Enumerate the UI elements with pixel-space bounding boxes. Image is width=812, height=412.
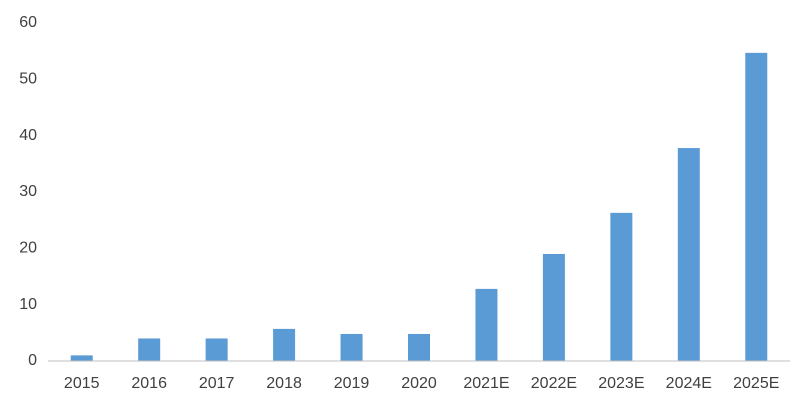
bar [542, 253, 565, 361]
x-tick-label: 2018 [266, 375, 302, 392]
y-tick-label: 0 [28, 352, 37, 369]
y-tick-label: 10 [19, 296, 37, 313]
x-tick-label: 2021E [463, 375, 509, 392]
bar [745, 52, 768, 362]
x-tick-label: 2024E [666, 375, 712, 392]
y-tick-label: 30 [19, 183, 37, 200]
x-tick-label: 2025E [733, 375, 779, 392]
bar [475, 288, 498, 361]
x-tick-label: 2017 [199, 375, 235, 392]
x-tick-label: 2019 [334, 375, 370, 392]
bar [408, 333, 430, 361]
x-tick-label: 2020 [401, 375, 437, 392]
bar [70, 355, 93, 361]
bar [273, 328, 296, 361]
bar [610, 212, 633, 361]
x-tick-label: 2023E [598, 375, 644, 392]
y-tick-label: 20 [19, 240, 37, 257]
y-tick-label: 50 [19, 71, 37, 88]
bar [205, 338, 228, 361]
bar [677, 148, 700, 361]
bar [138, 338, 161, 361]
bar [340, 333, 363, 361]
x-tick-label: 2015 [64, 375, 100, 392]
x-tick-label: 2016 [131, 375, 167, 392]
x-tick-label: 2022E [531, 375, 577, 392]
y-tick-label: 40 [19, 127, 37, 144]
y-tick-label: 60 [19, 14, 37, 31]
